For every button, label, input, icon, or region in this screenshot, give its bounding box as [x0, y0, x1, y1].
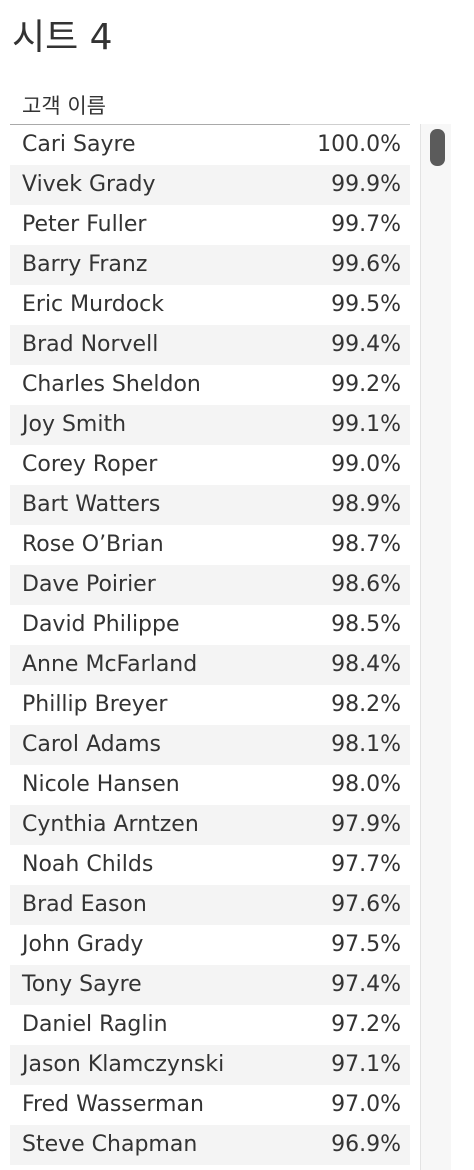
percent-cell: 98.7% — [331, 525, 401, 565]
table-row[interactable]: Eric Murdock 99.5% — [10, 285, 410, 325]
percent-cell: 96.9% — [331, 1125, 401, 1165]
column-header-customer-name[interactable]: 고객 이름 — [22, 92, 106, 120]
table-row[interactable]: Carol Adams 98.1% — [10, 725, 410, 765]
table-row[interactable]: Dave Poirier 98.6% — [10, 565, 410, 605]
vertical-scrollbar[interactable] — [420, 124, 451, 1170]
percent-cell: 99.1% — [331, 405, 401, 445]
table-row[interactable]: Joy Smith 99.1% — [10, 405, 410, 445]
percent-cell: 99.4% — [331, 325, 401, 365]
customer-name-cell: Fred Wasserman — [22, 1085, 204, 1125]
percent-cell: 98.1% — [331, 725, 401, 765]
customer-name-cell: Brad Norvell — [22, 325, 158, 365]
customer-name-cell: Joy Smith — [22, 405, 126, 445]
table-row[interactable]: Brad Eason 97.6% — [10, 885, 410, 925]
table-row[interactable]: Bart Watters 98.9% — [10, 485, 410, 525]
percent-cell: 99.5% — [331, 285, 401, 325]
customer-name-cell: Anne McFarland — [22, 645, 197, 685]
table-row[interactable]: Rose O’Brian 98.7% — [10, 525, 410, 565]
table-row[interactable]: Tony Sayre 97.4% — [10, 965, 410, 1005]
customer-name-cell: Cari Sayre — [22, 125, 136, 165]
percent-cell: 99.9% — [331, 165, 401, 205]
percent-cell: 97.5% — [331, 925, 401, 965]
percent-cell: 97.0% — [331, 1085, 401, 1125]
table-row[interactable]: Steve Chapman 96.9% — [10, 1125, 410, 1165]
percent-cell: 97.2% — [331, 1005, 401, 1045]
table-row[interactable]: Cynthia Arntzen 97.9% — [10, 805, 410, 845]
table-row[interactable]: Fred Wasserman 97.0% — [10, 1085, 410, 1125]
customer-name-cell: Tony Sayre — [22, 965, 142, 1005]
customer-name-cell: Vivek Grady — [22, 165, 156, 205]
table-row[interactable]: Cari Sayre 100.0% — [10, 125, 410, 165]
percent-cell: 98.5% — [331, 605, 401, 645]
table-row[interactable]: Noah Childs 97.7% — [10, 845, 410, 885]
percent-cell: 97.9% — [331, 805, 401, 845]
table-row[interactable]: Phillip Breyer 98.2% — [10, 685, 410, 725]
percent-cell: 99.2% — [331, 365, 401, 405]
customer-name-cell: Daniel Raglin — [22, 1005, 168, 1045]
customer-name-cell: Cynthia Arntzen — [22, 805, 199, 845]
customer-name-cell: John Grady — [22, 925, 143, 965]
customer-name-cell: Dave Poirier — [22, 565, 156, 605]
customer-name-cell: Carol Adams — [22, 725, 161, 765]
table-row[interactable]: Charles Sheldon 99.2% — [10, 365, 410, 405]
table-row[interactable]: Jason Klamczynski 97.1% — [10, 1045, 410, 1085]
percent-cell: 99.6% — [331, 245, 401, 285]
percent-cell: 98.4% — [331, 645, 401, 685]
customer-name-cell: Corey Roper — [22, 445, 157, 485]
customer-name-cell: Noah Childs — [22, 845, 153, 885]
scrollbar-thumb[interactable] — [430, 129, 445, 166]
table-row[interactable]: Anne McFarland 98.4% — [10, 645, 410, 685]
table-row[interactable]: Corey Roper 99.0% — [10, 445, 410, 485]
table-row[interactable]: Barry Franz 99.6% — [10, 245, 410, 285]
table-row[interactable]: Peter Fuller 99.7% — [10, 205, 410, 245]
percent-cell: 98.0% — [331, 765, 401, 805]
percent-cell: 98.6% — [331, 565, 401, 605]
customer-name-cell: Peter Fuller — [22, 205, 146, 245]
customer-name-cell: David Philippe — [22, 605, 180, 645]
percent-cell: 97.4% — [331, 965, 401, 1005]
table-row[interactable]: Brad Norvell 99.4% — [10, 325, 410, 365]
customer-name-cell: Eric Murdock — [22, 285, 164, 325]
customer-name-cell: Jason Klamczynski — [22, 1045, 224, 1085]
customer-name-cell: Charles Sheldon — [22, 365, 201, 405]
customer-name-cell: Rose O’Brian — [22, 525, 164, 565]
customer-name-cell: Nicole Hansen — [22, 765, 180, 805]
percent-cell: 99.0% — [331, 445, 401, 485]
customer-name-cell: Barry Franz — [22, 245, 147, 285]
percent-cell: 97.6% — [331, 885, 401, 925]
customer-name-cell: Steve Chapman — [22, 1125, 197, 1165]
table-row[interactable]: John Grady 97.5% — [10, 925, 410, 965]
table-row[interactable]: David Philippe 98.5% — [10, 605, 410, 645]
customer-name-cell: Bart Watters — [22, 485, 160, 525]
sheet-title: 시트 4 — [12, 14, 113, 62]
percent-cell: 100.0% — [317, 125, 401, 165]
percent-cell: 98.2% — [331, 685, 401, 725]
percent-cell: 97.7% — [331, 845, 401, 885]
customer-name-cell: Phillip Breyer — [22, 685, 167, 725]
table-row[interactable]: Vivek Grady 99.9% — [10, 165, 410, 205]
customer-name-cell: Brad Eason — [22, 885, 147, 925]
table-row[interactable]: Nicole Hansen 98.0% — [10, 765, 410, 805]
percent-cell: 98.9% — [331, 485, 401, 525]
percent-cell: 99.7% — [331, 205, 401, 245]
data-table: Cari Sayre 100.0% Vivek Grady 99.9% Peter … — [10, 125, 410, 1170]
percent-cell: 97.1% — [331, 1045, 401, 1085]
table-row[interactable]: Daniel Raglin 97.2% — [10, 1005, 410, 1045]
